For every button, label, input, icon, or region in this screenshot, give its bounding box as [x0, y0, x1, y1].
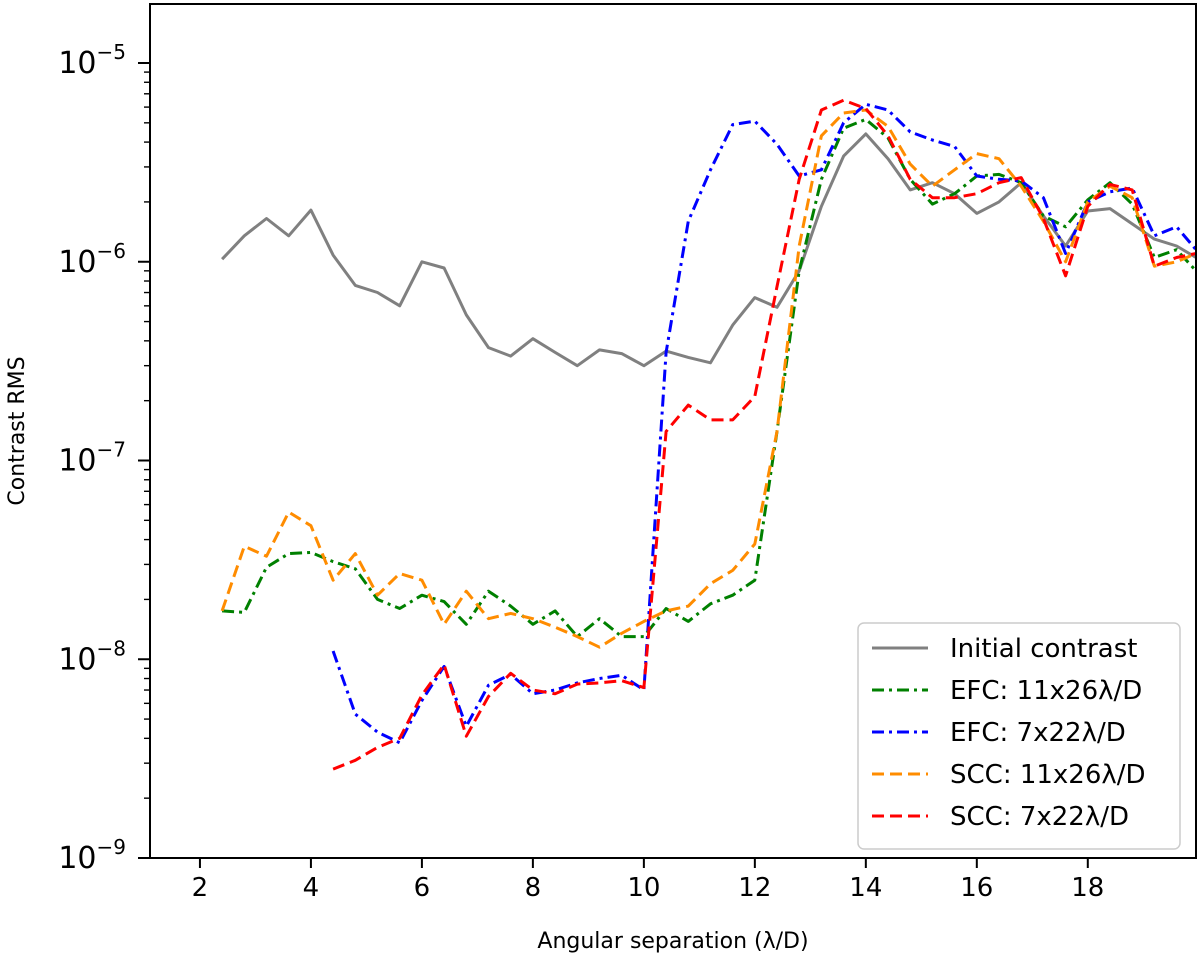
series-line-0	[221, 132, 1196, 368]
x-tick-label: 10	[627, 873, 660, 903]
y-axis-label: Contrast RMS	[5, 356, 30, 505]
legend-label: EFC: 7x22λ/D	[950, 718, 1126, 748]
legend-label: SCC: 7x22λ/D	[950, 802, 1129, 832]
series-line-2	[331, 102, 1196, 745]
y-tick-label: 10−9	[58, 835, 126, 876]
legend-label: EFC: 11x26λ/D	[950, 676, 1142, 706]
legend-box	[857, 622, 1181, 850]
x-axis-label: Angular separation (λ/D)	[537, 929, 808, 954]
series-layer	[220, 98, 1196, 771]
plot-frame	[149, 3, 1197, 859]
y-tick-label: 10−7	[58, 438, 126, 479]
series-line-1	[221, 117, 1196, 639]
legend-label: Initial contrast	[950, 634, 1137, 664]
x-tick-label: 2	[192, 873, 209, 903]
series-line-3	[220, 108, 1196, 649]
y-tick-label: 10−8	[58, 636, 126, 677]
axes-layer: 2 4 6 8 10 12 14 16 18 10−9 10−8 10−7 10−6 10−5	[58, 40, 1104, 903]
series-line-4	[332, 98, 1196, 771]
legend-label: SCC: 11x26λ/D	[950, 760, 1146, 790]
x-tick-label: 6	[414, 873, 431, 903]
legend: Initial contrast EFC: 11x26λ/D EFC: 7x22λ/…	[857, 622, 1181, 850]
y-tick-label: 10−5	[58, 40, 126, 81]
x-tick-label: 4	[303, 873, 320, 903]
x-tick-label: 12	[738, 873, 771, 903]
x-tick-label: 16	[960, 873, 993, 903]
x-tick-label: 8	[525, 873, 542, 903]
x-tick-label: 14	[849, 873, 882, 903]
x-tick-label: 18	[1071, 873, 1104, 903]
y-tick-label: 10−6	[58, 239, 126, 280]
